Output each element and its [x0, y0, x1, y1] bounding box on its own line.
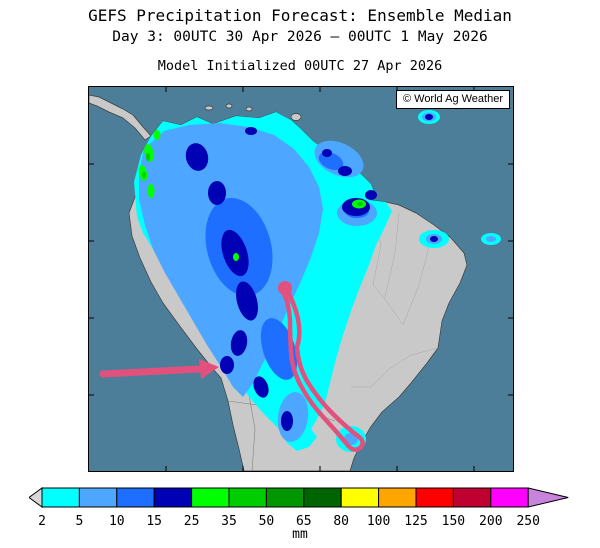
color-scale-svg: 2 5 10 15 25 35 50 65 80 100 125 150 200 250: [28, 487, 569, 529]
legend-tick-label: 250: [516, 514, 539, 529]
legend-cell: [452, 487, 492, 508]
caribbean-island: [204, 105, 214, 111]
annotation-group: [99, 281, 365, 452]
legend-cell: [78, 487, 118, 508]
central-america-isthmus: [89, 94, 152, 141]
legend-under-range-arrow: [28, 487, 43, 508]
legend-tick-label: 200: [479, 514, 502, 529]
legend-tick-label: 100: [367, 514, 390, 529]
trinidad-island: [290, 113, 302, 121]
state-borders: [351, 206, 439, 388]
legend-cell: [41, 487, 80, 508]
legend-tick-label: 150: [442, 514, 465, 529]
legend-cell: [490, 487, 529, 508]
highlight-region-top-loop: [278, 281, 292, 295]
legend-tick-label: 65: [296, 514, 312, 529]
legend-over-range-arrow: [527, 487, 569, 508]
forecast-period-subtitle: Day 3: 00UTC 30 Apr 2026 — 00UTC 1 May 2…: [112, 29, 488, 45]
page-title: GEFS Precipitation Forecast: Ensemble Me…: [88, 6, 512, 25]
precip-35mm-region: [142, 153, 363, 206]
legend-tick-label: 2: [38, 514, 46, 529]
highlight-arrow-shaft: [99, 365, 205, 378]
legend-unit-label: mm: [292, 527, 308, 542]
legend-cell: [378, 487, 417, 508]
legend-tick-label: 80: [333, 514, 349, 529]
legend-cell: [303, 487, 342, 508]
legend-cell: [191, 487, 230, 508]
copyright-badge: © World Ag Weather: [395, 90, 510, 109]
legend-tick-label: 125: [404, 514, 427, 529]
highlight-arrow-head: [199, 359, 219, 379]
legend-tick-label: 50: [259, 514, 275, 529]
legend-tick-label: 15: [146, 514, 162, 529]
legend-cell: [153, 487, 193, 508]
legend-tick-label: 5: [75, 514, 83, 529]
south-america-map-svg: [89, 87, 513, 471]
map-frame-ticks: [89, 87, 513, 471]
legend-cell: [265, 487, 305, 508]
caribbean-island: [245, 106, 253, 112]
legend-cell: [415, 487, 454, 508]
precipitation-map: © World Ag Weather: [88, 86, 514, 472]
legend-tick-label: 10: [109, 514, 125, 529]
legend-cell: [116, 487, 155, 508]
highlight-region-outline: [278, 283, 365, 452]
color-scale-legend: 2 5 10 15 25 35 50 65 80 100 125 150 200 250: [28, 487, 571, 531]
caribbean-island: [225, 103, 233, 109]
legend-tick-label: 25: [184, 514, 200, 529]
legend-tick-label: 35: [221, 514, 237, 529]
model-init-line: Model Initialized 00UTC 27 Apr 2026: [157, 58, 443, 74]
legend-cell: [340, 487, 380, 508]
legend-cell: [228, 487, 267, 508]
